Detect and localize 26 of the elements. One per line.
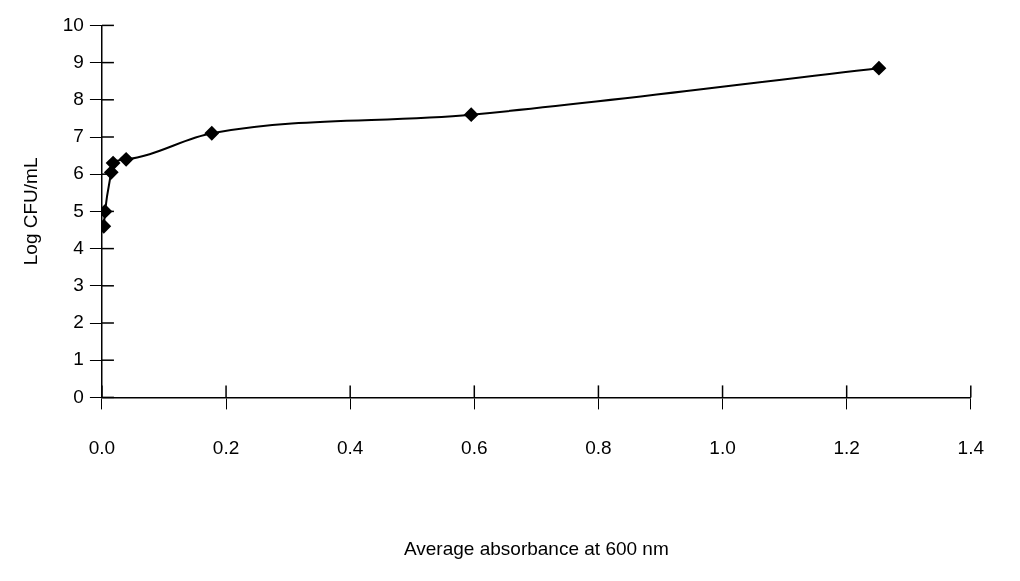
x-tick-label: 0.6 [461, 437, 488, 459]
y-tick-label: 9 [73, 50, 84, 72]
point [204, 126, 219, 141]
x-tick-label: 0.0 [88, 437, 116, 459]
x-tick-label: 0.2 [212, 437, 240, 459]
y-tick-label: 3 [73, 274, 84, 296]
x-tick-label: 1.4 [957, 437, 985, 459]
x-tick-label: 0.8 [585, 437, 612, 459]
y-tick-label: 5 [73, 199, 84, 221]
y-tick-label: 7 [73, 125, 84, 147]
y-tick-label: 0 [73, 385, 84, 407]
x-tick-label: 1.2 [833, 437, 860, 459]
y-tick-label: 4 [73, 236, 85, 258]
point [464, 107, 479, 122]
x-axis-title: Average absorbance at 600 nm [403, 537, 669, 559]
y-tick-label: 6 [73, 162, 84, 184]
y-tick-label: 1 [73, 348, 84, 370]
point [119, 152, 134, 167]
y-tick-label: 8 [73, 88, 84, 110]
y-tick-label: 2 [73, 311, 84, 333]
point [106, 156, 121, 171]
x-tick-label: 1.0 [709, 437, 736, 459]
point [871, 61, 886, 76]
x-tick-label: 0.4 [336, 437, 364, 459]
y-axis-title: Log CFU/mL [19, 157, 41, 266]
y-tick-label: 10 [62, 13, 84, 35]
